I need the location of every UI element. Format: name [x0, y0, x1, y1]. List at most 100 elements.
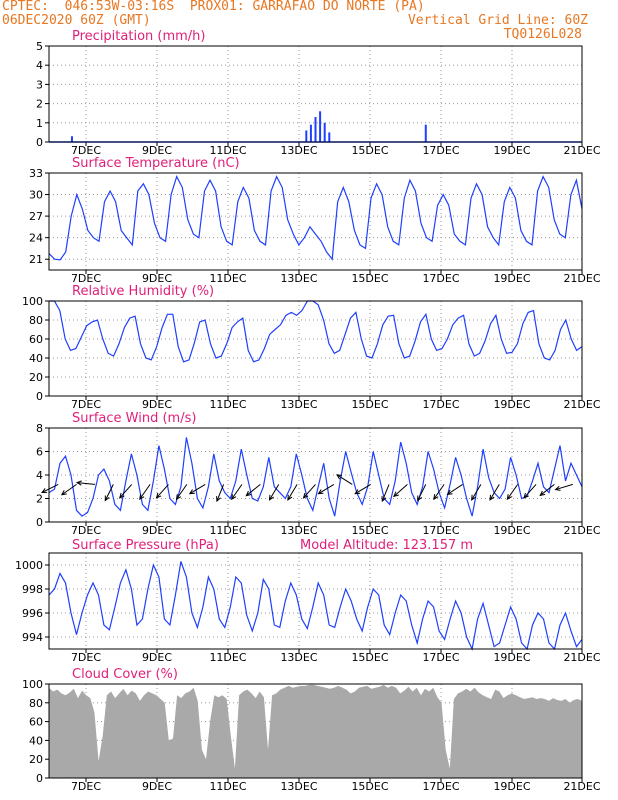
- series-line: [49, 300, 583, 363]
- x-tick-label: 13DEC: [280, 144, 317, 157]
- wind-arrow: [75, 480, 95, 486]
- wind-arrow-head: [245, 490, 252, 497]
- wind-arrow: [60, 483, 77, 496]
- wind-arrow: [118, 484, 133, 499]
- x-tick-label: 21DEC: [563, 780, 600, 793]
- wind-arrow: [216, 484, 225, 503]
- precip-bar: [319, 111, 322, 142]
- wind-arrow-head: [381, 496, 387, 503]
- wind-arrow-head: [75, 480, 82, 486]
- wind-arrow-shaft: [245, 484, 261, 497]
- y-tick-label: 30: [29, 189, 43, 202]
- x-tick-label: 17DEC: [422, 398, 459, 411]
- x-tick-label: 11DEC: [209, 272, 246, 285]
- x-tick-label: 11DEC: [209, 651, 246, 664]
- wind-arrow-shaft: [417, 484, 427, 501]
- wind-arrow-head: [268, 494, 274, 501]
- y-tick-label: 5: [36, 40, 43, 53]
- wind-arrow-shaft: [231, 484, 243, 500]
- y-tick-label: 33: [29, 167, 43, 180]
- wind-arrow-shaft: [216, 484, 225, 502]
- wind-arrow-shaft: [318, 483, 335, 495]
- wind-arrow-shaft: [471, 484, 482, 501]
- x-tick-label: 21DEC: [563, 651, 600, 664]
- x-tick-label: 13DEC: [280, 651, 317, 664]
- y-tick-label: 0: [36, 772, 43, 785]
- wind-arrow-shaft: [336, 474, 353, 485]
- x-tick-label: 9DEC: [142, 524, 172, 537]
- y-tick-label: 6: [36, 446, 43, 459]
- wind-arrow-head: [302, 492, 309, 499]
- y-tick-label: 40: [29, 734, 43, 747]
- wind-arrow-head: [287, 494, 293, 501]
- wind-arrow: [245, 484, 261, 497]
- y-tick-label: 4: [36, 59, 43, 72]
- y-tick-label: 8: [36, 422, 43, 435]
- wind-arrow: [523, 484, 537, 499]
- x-tick-label: 9DEC: [142, 780, 172, 793]
- y-tick-label: 998: [22, 583, 43, 596]
- wind-arrow-head: [336, 474, 343, 480]
- x-tick-label: 7DEC: [71, 651, 101, 664]
- wind-arrow: [446, 483, 463, 496]
- wind-arrow: [41, 483, 59, 493]
- x-tick-label: 19DEC: [493, 398, 530, 411]
- wind-arrow-shaft: [381, 484, 390, 502]
- x-tick-label: 13DEC: [280, 524, 317, 537]
- wind-arrow: [302, 484, 316, 499]
- panel-1: 21 24 27 30 33 7DEC 9DEC 11DEC 13DEC 15DEC 17DEC 19…: [29, 156, 601, 285]
- wind-arrow-head: [471, 494, 477, 501]
- panel-frame: [48, 427, 583, 523]
- x-tick-label: 15DEC: [351, 651, 388, 664]
- x-tick-label: 7DEC: [71, 524, 101, 537]
- x-tick-label: 21DEC: [563, 272, 600, 285]
- panel-frame: [48, 552, 583, 650]
- wind-arrow-shaft: [76, 482, 95, 485]
- wind-arrow-shaft: [189, 483, 206, 495]
- x-tick-label: 7DEC: [71, 398, 101, 411]
- wind-arrow-head: [433, 494, 439, 501]
- x-tick-label: 15DEC: [351, 524, 388, 537]
- x-tick-label: 9DEC: [142, 651, 172, 664]
- wind-arrow-shaft: [303, 484, 316, 499]
- y-tick-label: 994: [22, 631, 43, 644]
- series-line: [48, 175, 583, 261]
- y-tick-label: 20: [29, 753, 43, 766]
- x-tick-label: 17DEC: [422, 524, 459, 537]
- y-tick-label: 1000: [15, 559, 43, 572]
- wind-arrow: [287, 484, 298, 501]
- y-tick-label: 4: [36, 469, 43, 482]
- x-tick-label: 9DEC: [142, 272, 172, 285]
- x-tick-label: 9DEC: [142, 144, 172, 157]
- wind-arrow: [175, 484, 188, 501]
- wind-arrow: [417, 484, 427, 502]
- wind-arrow-head: [139, 494, 145, 501]
- precip-bar: [70, 136, 73, 142]
- y-tick-label: 60: [29, 716, 43, 729]
- x-tick-label: 19DEC: [493, 524, 530, 537]
- wind-arrow-head: [506, 494, 512, 501]
- wind-arrow-head: [523, 492, 529, 499]
- x-tick-label: 19DEC: [493, 272, 530, 285]
- wind-arrow: [393, 484, 408, 498]
- y-tick-label: 100: [22, 295, 43, 308]
- wind-arrow: [231, 484, 243, 501]
- wind-arrow: [354, 483, 371, 495]
- x-tick-label: 11DEC: [209, 780, 246, 793]
- wind-arrow-head: [539, 490, 546, 497]
- x-tick-label: 7DEC: [71, 780, 101, 793]
- wind-arrow-head: [41, 488, 48, 493]
- precip-bar: [424, 124, 427, 142]
- y-tick-label: 40: [29, 352, 43, 365]
- x-tick-label: 21DEC: [563, 144, 600, 157]
- wind-arrow: [489, 484, 500, 501]
- wind-arrow: [433, 484, 445, 501]
- wind-arrow-head: [446, 489, 453, 496]
- wind-arrow-head: [489, 494, 495, 501]
- precip-bar: [323, 122, 326, 142]
- cloud-area: [49, 684, 582, 778]
- y-tick-label: 24: [29, 232, 43, 245]
- y-tick-label: 2: [36, 493, 43, 506]
- y-tick-label: 0: [36, 390, 43, 403]
